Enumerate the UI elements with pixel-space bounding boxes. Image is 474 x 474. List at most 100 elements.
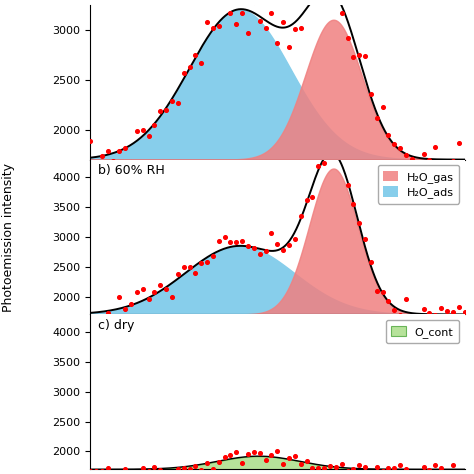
Point (92, 318, 100, 326)
Point (297, 24, 304, 32)
Point (396, 144, 404, 152)
Point (116, 147, 123, 155)
Legend: H₂O_gas, H₂O_ads: H₂O_gas, H₂O_ads (377, 165, 459, 204)
Point (431, 144, 439, 151)
Point (303, 457, 310, 465)
Point (420, 463, 428, 470)
Point (385, 464, 392, 472)
Point (379, 467, 386, 474)
Point (268, 452, 275, 459)
Point (262, 456, 269, 464)
Point (250, 448, 258, 456)
Point (203, 258, 211, 266)
Point (133, 288, 141, 296)
Point (215, 458, 223, 465)
Point (391, 465, 398, 472)
Point (309, 193, 316, 201)
Point (303, 196, 310, 204)
Point (373, 463, 381, 471)
Point (426, 156, 433, 164)
Point (414, 168, 421, 176)
Point (443, 175, 451, 182)
Point (349, 465, 357, 473)
Point (420, 150, 428, 157)
Point (174, 465, 182, 473)
Point (92, 158, 100, 165)
Point (420, 305, 428, 313)
Point (332, 464, 339, 471)
Point (151, 121, 158, 129)
Point (431, 461, 439, 469)
Point (238, 237, 246, 245)
Point (297, 212, 304, 220)
Point (162, 285, 170, 292)
Point (180, 69, 188, 77)
Point (104, 310, 111, 317)
Point (379, 288, 386, 296)
Point (402, 465, 410, 473)
Point (238, 459, 246, 466)
Point (198, 466, 205, 474)
Point (256, 250, 264, 258)
Point (233, 448, 240, 456)
Point (285, 241, 293, 249)
Point (443, 468, 451, 474)
Point (391, 140, 398, 147)
Point (98, 316, 106, 324)
Point (438, 465, 445, 472)
Point (121, 465, 129, 473)
Point (291, 453, 299, 460)
Point (367, 470, 374, 474)
Point (121, 305, 129, 313)
Point (109, 315, 117, 323)
Point (402, 152, 410, 159)
Point (356, 219, 363, 227)
Point (349, 201, 357, 208)
Point (455, 139, 463, 146)
Point (320, 465, 328, 472)
Point (198, 259, 205, 266)
Point (209, 24, 217, 32)
Point (361, 52, 369, 60)
Point (349, 53, 357, 61)
Point (156, 282, 164, 289)
Point (344, 34, 351, 42)
Point (186, 263, 193, 271)
Point (449, 462, 456, 469)
Point (109, 469, 117, 474)
Point (139, 285, 146, 293)
Point (455, 468, 463, 474)
Point (379, 104, 386, 111)
Point (221, 233, 228, 240)
Point (314, 163, 322, 170)
Point (109, 157, 117, 164)
Point (151, 463, 158, 471)
Point (361, 463, 369, 471)
Point (268, 229, 275, 237)
Text: Photoemission intensity: Photoemission intensity (2, 163, 15, 311)
Point (139, 126, 146, 134)
Point (145, 468, 152, 474)
Point (344, 467, 351, 474)
Point (408, 155, 416, 163)
Point (326, 462, 334, 469)
Point (396, 461, 404, 469)
Point (186, 465, 193, 473)
Point (227, 9, 234, 17)
Point (98, 467, 106, 474)
Point (127, 301, 135, 308)
Point (86, 316, 94, 324)
Point (104, 147, 111, 155)
Point (244, 243, 252, 250)
Point (209, 252, 217, 260)
Point (291, 25, 299, 33)
Point (373, 287, 381, 295)
Point (314, 464, 322, 471)
Point (256, 449, 264, 456)
Point (92, 467, 100, 474)
Point (361, 235, 369, 242)
Point (233, 20, 240, 28)
Point (186, 63, 193, 71)
Point (297, 460, 304, 468)
Point (256, 17, 264, 24)
